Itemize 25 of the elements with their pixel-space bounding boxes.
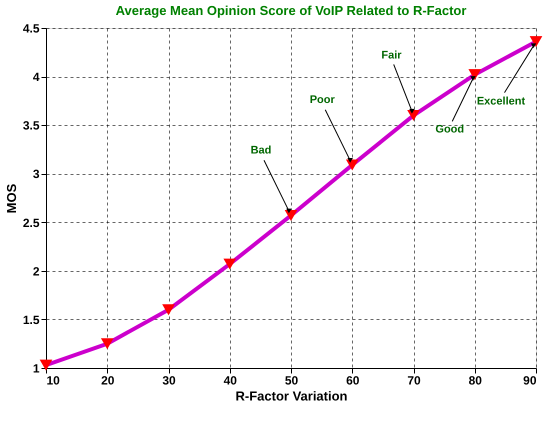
x-tick-label: 70 — [407, 374, 421, 388]
x-tick-label: 50 — [284, 374, 298, 388]
chart-title: Average Mean Opinion Score of VoIP Related to R-Factor — [116, 3, 466, 18]
x-tick-label: 10 — [46, 374, 60, 388]
y-tick-label: 2 — [32, 264, 40, 278]
annotation: Excellent — [476, 96, 526, 108]
x-tick-label: 80 — [468, 374, 482, 388]
annotation: Fair — [381, 49, 402, 62]
y-tick-label: 1.5 — [22, 312, 40, 327]
annotation: Poor — [310, 94, 336, 106]
y-axis-title: MOS — [4, 183, 19, 214]
annotation: Bad — [250, 144, 272, 156]
y-tick-label: 1 — [32, 362, 40, 376]
x-axis-title: R-Factor Variation — [236, 388, 348, 404]
y-tick-label: 4 — [32, 70, 40, 84]
y-tick-label: 3 — [32, 167, 40, 182]
x-tick-label: 60 — [346, 374, 360, 388]
y-tick-label: 3.5 — [22, 118, 40, 133]
x-tick-label: 90 — [523, 374, 537, 388]
x-tick-label: 20 — [101, 374, 115, 388]
annotation: Good — [435, 124, 464, 136]
y-tick-label: 2.5 — [22, 216, 40, 230]
x-tick-label: 40 — [224, 374, 238, 388]
y-tick-label: 4.5 — [22, 22, 40, 36]
x-tick-label: 30 — [162, 374, 176, 388]
